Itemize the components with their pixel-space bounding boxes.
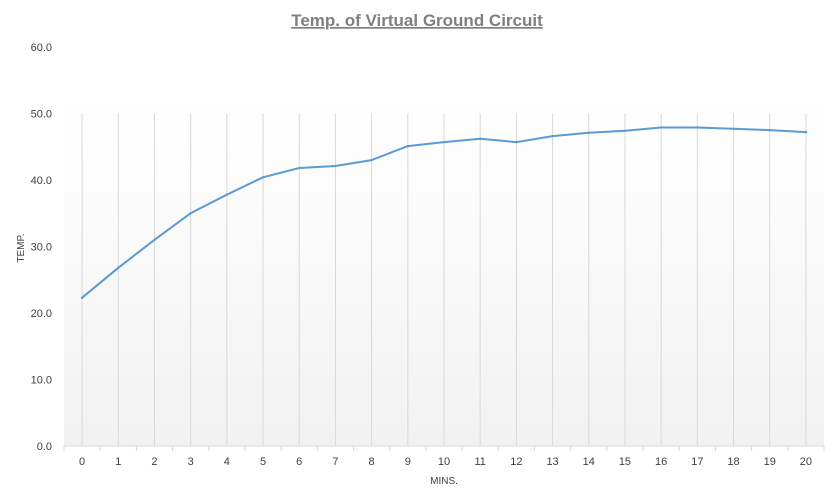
x-tick-label: 9 [405, 456, 411, 468]
x-tick-label: 7 [332, 456, 338, 468]
x-tick-label: 1 [115, 456, 121, 468]
data-point [732, 127, 735, 130]
x-tick-label: 3 [188, 456, 194, 468]
y-tick-label: 0.0 [37, 441, 52, 453]
x-tick-label: 12 [510, 456, 522, 468]
data-point [587, 131, 590, 134]
y-tick-label: 10.0 [31, 375, 52, 387]
x-tick-label: 8 [369, 456, 375, 468]
x-tick-label: 20 [800, 456, 812, 468]
x-tick-label: 17 [691, 456, 703, 468]
x-tick-label: 4 [224, 456, 230, 468]
data-point [189, 212, 192, 215]
x-tick-label: 11 [474, 456, 485, 468]
x-tick-label: 5 [260, 456, 266, 468]
data-point [804, 130, 808, 134]
x-tick-label: 13 [546, 456, 558, 468]
y-tick-label: 40.0 [31, 175, 52, 187]
data-point [696, 126, 699, 129]
grid-lines [81, 113, 807, 446]
x-tick-label: 18 [727, 456, 739, 468]
x-tick-label: 14 [583, 456, 595, 468]
data-point [225, 193, 229, 196]
axes: 0 1 2 3 4 5 6 7 8 9 10 11 12 13 14 15 16 17 18 19 200.010.02… [31, 42, 825, 468]
data-point [298, 166, 301, 170]
data-point [334, 164, 337, 168]
y-tick-label: 20.0 [31, 308, 52, 320]
x-tick-label: 6 [296, 456, 302, 468]
y-tick-label: 50.0 [31, 109, 52, 121]
y-tick-label: 30.0 [31, 242, 52, 254]
data-point [442, 140, 446, 144]
data-point [768, 128, 771, 132]
y-axis-title: TEMP. [16, 233, 27, 262]
x-tick-label: 0 [79, 456, 85, 468]
x-axis-title: MINS. [430, 476, 458, 487]
data-point [551, 134, 554, 138]
data-point [406, 144, 410, 148]
y-tick-label: 60.0 [31, 42, 52, 54]
data-point [370, 158, 373, 162]
data-point [623, 129, 627, 132]
x-tick-label: 19 [764, 456, 776, 468]
x-tick-label: 2 [151, 456, 157, 468]
data-point [478, 137, 482, 140]
data-point [515, 140, 518, 144]
series-group [80, 126, 808, 299]
chart-title: Temp. of Virtual Ground Circuit [291, 11, 543, 30]
x-tick-label: 16 [655, 456, 667, 468]
x-tick-label: 15 [619, 456, 631, 468]
data-point [80, 296, 84, 299]
data-point [659, 126, 663, 129]
data-point [261, 176, 265, 179]
data-point [153, 238, 156, 242]
x-tick-label: 10 [438, 456, 450, 468]
data-point [117, 266, 120, 269]
